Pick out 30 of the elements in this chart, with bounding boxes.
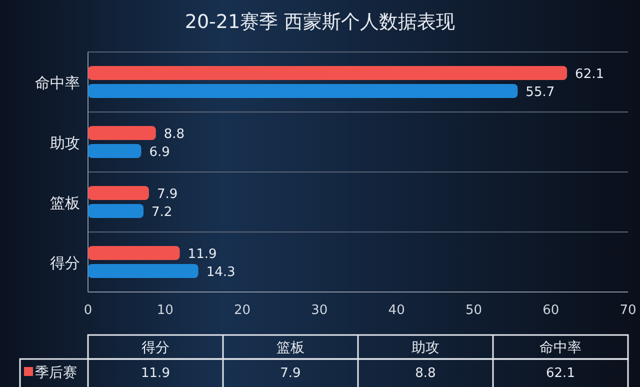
y-tick-label: 得分 xyxy=(50,254,80,272)
x-tick-label: 70 xyxy=(620,303,636,318)
data-label: 11.9 xyxy=(188,247,217,262)
chart-title: 20-21赛季 西蒙斯个人数据表现 xyxy=(184,11,456,33)
x-tick-label: 10 xyxy=(156,303,174,318)
data-label: 8.8 xyxy=(415,366,436,381)
category-label: 助攻 xyxy=(412,340,440,356)
data-label: 6.9 xyxy=(149,145,170,160)
data-label: 7.2 xyxy=(152,205,172,220)
y-tick-label: 助攻 xyxy=(50,134,80,152)
x-tick-label: 0 xyxy=(84,303,92,318)
y-tick-label: 命中率 xyxy=(35,74,80,92)
legend-label: 季后赛 xyxy=(35,365,77,381)
data-label: 62.1 xyxy=(546,366,575,381)
data-label: 55.7 xyxy=(526,85,555,100)
y-tick-label: 篮板 xyxy=(50,194,80,212)
x-tick-label: 60 xyxy=(542,303,560,318)
data-label: 11.9 xyxy=(141,366,170,381)
category-label: 命中率 xyxy=(540,340,582,356)
data-label: 7.9 xyxy=(280,366,301,381)
data-label: 14.3 xyxy=(206,265,236,280)
category-label: 得分 xyxy=(142,340,170,356)
data-label: 8.8 xyxy=(164,127,185,142)
x-tick-label: 20 xyxy=(234,303,251,318)
x-tick-label: 30 xyxy=(311,303,328,318)
data-label: 7.9 xyxy=(156,187,178,202)
x-tick-label: 50 xyxy=(465,303,482,318)
data-label: 62.1 xyxy=(575,67,604,82)
x-tick-label: 40 xyxy=(388,303,405,318)
category-label: 篮板 xyxy=(276,340,304,356)
